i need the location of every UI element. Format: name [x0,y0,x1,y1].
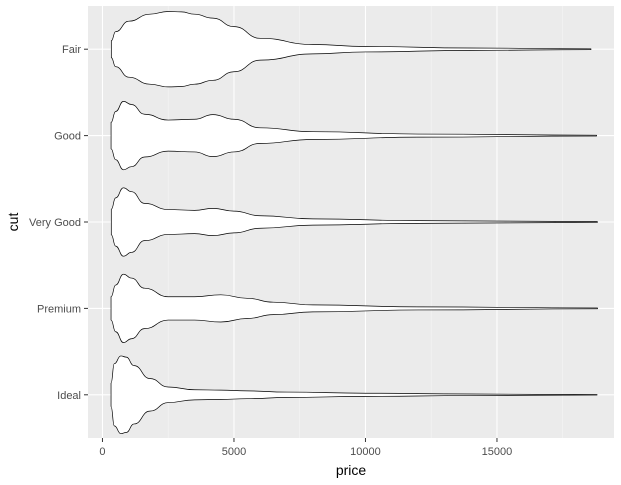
y-tick-label: Fair [62,44,81,56]
violin-good [110,101,597,171]
violins [110,11,598,435]
y-axis-ticks: Fair Good Very Good Premium Ideal [29,44,88,402]
x-axis-ticks: 0 5000 10000 15000 [99,438,512,458]
violin-fair [110,11,592,88]
x-axis-title: price [336,462,367,478]
x-tick-label: 5000 [222,446,246,458]
x-tick-label: 10000 [350,446,381,458]
y-tick-label: Very Good [29,217,81,229]
y-tick-label: Ideal [57,390,81,402]
x-tick-label: 0 [99,446,105,458]
y-tick-label: Premium [37,303,81,315]
violin-premium [110,273,598,343]
violin-ideal [110,355,598,435]
violin-very-good [110,187,598,257]
x-tick-label: 15000 [482,446,513,458]
y-axis-title: cut [5,213,21,232]
y-tick-label: Good [54,131,81,143]
